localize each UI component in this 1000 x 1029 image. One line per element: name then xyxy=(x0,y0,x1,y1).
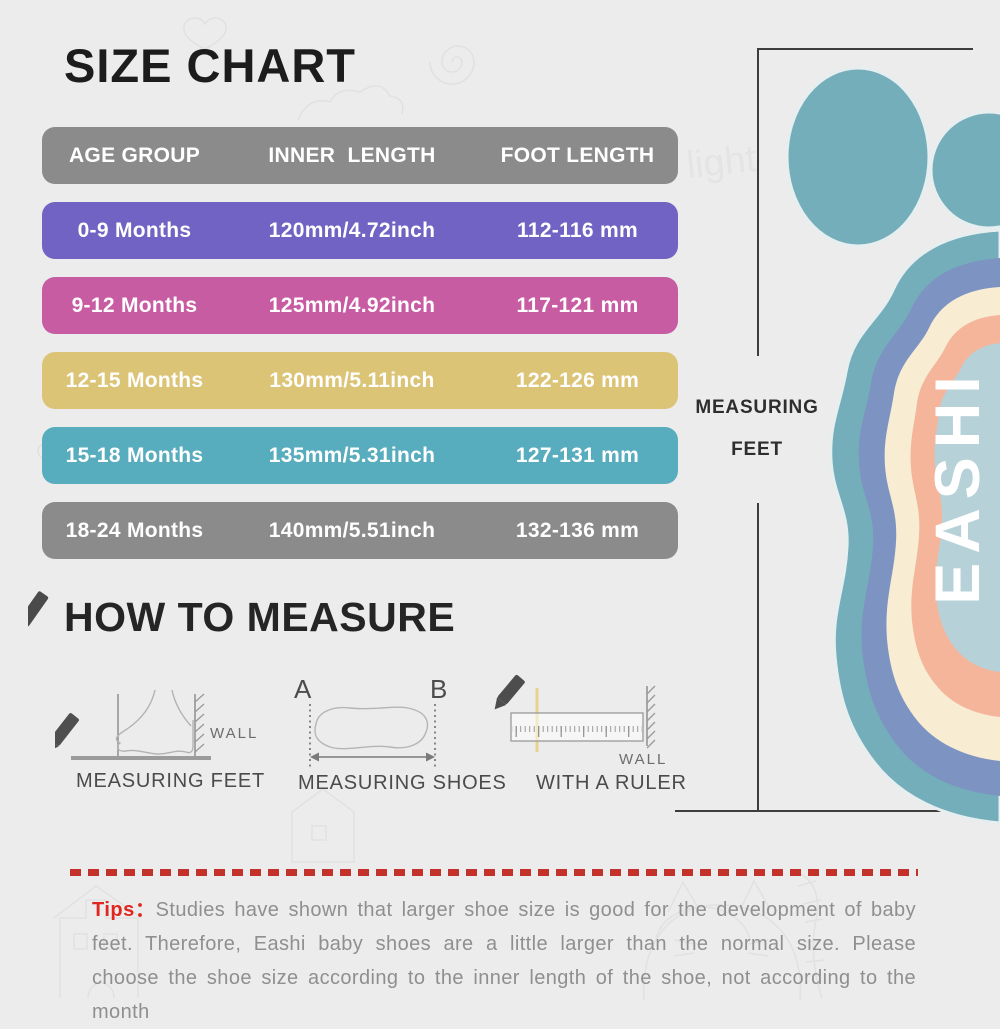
doodle-house-2 xyxy=(292,789,354,862)
arrowhead-left xyxy=(310,753,319,762)
wall-label: WALL xyxy=(210,725,258,742)
with-a-ruler-caption: WITH A RULER xyxy=(536,772,687,795)
foot-length-cell: 112-116 mm xyxy=(477,219,678,243)
measuring-shoes-caption: MEASURING SHOES xyxy=(298,772,507,795)
footprint-big-toe xyxy=(787,68,929,246)
column-foot-length: FOOT LENGTH xyxy=(477,144,678,168)
how-to-measure-title: HOW TO MEASURE xyxy=(64,594,455,641)
column-age-group: AGE GROUP xyxy=(42,144,227,168)
pencil-icon xyxy=(493,674,526,713)
tips-label: Tips： xyxy=(92,899,156,921)
tips-divider xyxy=(70,869,918,876)
point-b-label: B xyxy=(430,676,447,704)
inner-length-cell: 125mm/4.92inch xyxy=(227,294,477,318)
age-cell: 12-15 Months xyxy=(42,369,227,393)
footprint-graphic: EASHI xyxy=(680,0,1000,1000)
page-title: SIZE CHART xyxy=(64,38,356,93)
table-row: 0-9 Months 120mm/4.72inch 112-116 mm xyxy=(42,202,678,259)
table-row: 15-18 Months 135mm/5.31inch 127-131 mm xyxy=(42,427,678,484)
size-table: AGE GROUP INNER LENGTH FOOT LENGTH 0-9 M… xyxy=(42,127,678,577)
age-cell: 15-18 Months xyxy=(42,444,227,468)
inner-length-cell: 140mm/5.51inch xyxy=(227,519,477,543)
point-a-label: A xyxy=(294,676,312,704)
inner-length-cell: 130mm/5.11inch xyxy=(227,369,477,393)
tips-text: Studies have shown that larger shoe size… xyxy=(92,899,916,1023)
foot-length-cell: 127-131 mm xyxy=(477,444,678,468)
inner-length-cell: 135mm/5.31inch xyxy=(227,444,477,468)
doodle-spiral xyxy=(430,46,474,84)
table-header-row: AGE GROUP INNER LENGTH FOOT LENGTH xyxy=(42,127,678,184)
age-cell: 9-12 Months xyxy=(42,294,227,318)
age-cell: 0-9 Months xyxy=(42,219,227,243)
foot-length-cell: 117-121 mm xyxy=(477,294,678,318)
foot-outline xyxy=(117,690,193,754)
size-chart-infographic: { "page": {"background": "#ececec"}, "si… xyxy=(0,0,1000,1000)
foot-length-cell: 132-136 mm xyxy=(477,519,678,543)
tips-paragraph: Tips：Studies have shown that larger shoe… xyxy=(92,893,916,1029)
pencil-icon xyxy=(28,590,88,654)
table-row: 18-24 Months 140mm/5.51inch 132-136 mm xyxy=(42,502,678,559)
shoe-sole-outline xyxy=(315,707,428,749)
column-inner-length: INNER LENGTH xyxy=(227,144,477,168)
inner-length-cell: 120mm/4.72inch xyxy=(227,219,477,243)
brand-text: EASHI xyxy=(923,367,993,605)
ruler-ticks-large xyxy=(512,714,642,741)
age-cell: 18-24 Months xyxy=(42,519,227,543)
floor-line xyxy=(71,756,211,760)
table-row: 12-15 Months 130mm/5.11inch 122-126 mm xyxy=(42,352,678,409)
foot-length-cell: 122-126 mm xyxy=(477,369,678,393)
wall-label: WALL xyxy=(619,751,667,768)
wall-hatching xyxy=(195,694,204,752)
pencil-icon xyxy=(55,712,80,755)
table-row: 9-12 Months 125mm/4.92inch 117-121 mm xyxy=(42,277,678,334)
wall-hatching xyxy=(647,686,655,748)
measuring-feet-caption: MEASURING FEET xyxy=(76,770,265,793)
arrowhead-right xyxy=(426,753,435,762)
footprint-second-toe xyxy=(931,112,1000,228)
